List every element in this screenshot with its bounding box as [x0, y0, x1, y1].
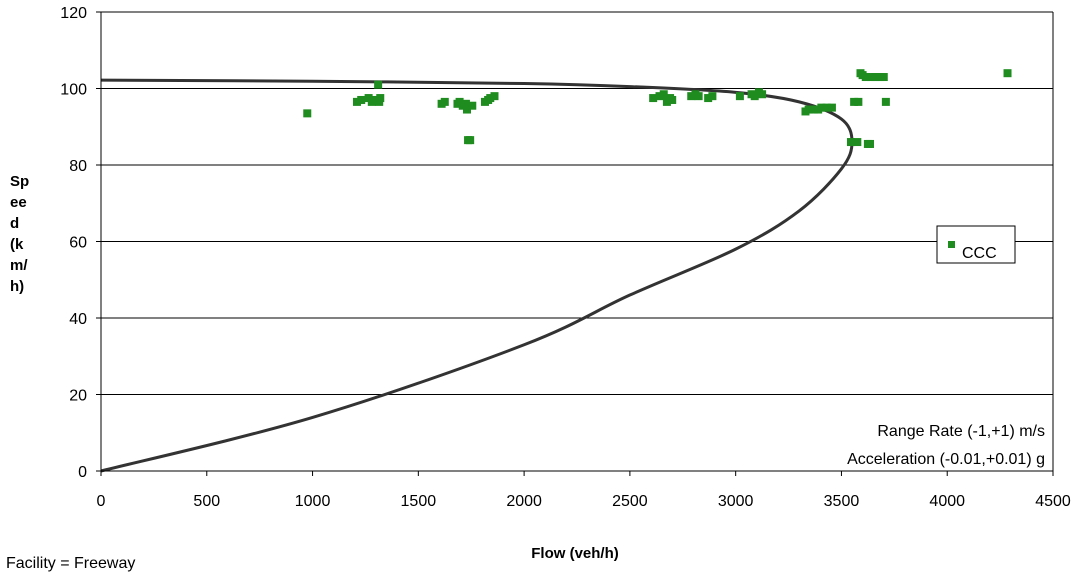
speed-flow-curve — [100, 78, 854, 473]
y-tick-label: 20 — [69, 388, 87, 405]
data-point — [846, 138, 855, 147]
data-point — [875, 73, 884, 82]
data-point — [871, 73, 880, 82]
data-point — [850, 97, 859, 106]
data-point — [461, 99, 470, 108]
x-tick-label: 3000 — [718, 493, 754, 510]
data-point — [879, 73, 888, 82]
data-point — [1003, 69, 1012, 78]
y-tick-label: 0 — [78, 464, 87, 481]
data-point — [867, 73, 876, 82]
data-point — [357, 95, 366, 104]
y-tick-label: 100 — [60, 82, 87, 99]
data-point — [440, 97, 449, 106]
y-tick-label: 60 — [69, 235, 87, 252]
legend-marker — [948, 241, 955, 248]
data-point — [659, 90, 668, 99]
data-point — [758, 90, 767, 99]
y-axis-title-line: h) — [10, 278, 24, 295]
data-point — [708, 92, 717, 101]
x-tick-label: 500 — [193, 493, 220, 510]
y-axis-title-line: m/ — [10, 257, 28, 274]
x-tick-label: 3500 — [824, 493, 860, 510]
data-point — [466, 136, 475, 145]
axes — [96, 11, 1054, 476]
x-tick-label: 1500 — [401, 493, 437, 510]
x-tick-label: 4000 — [929, 493, 965, 510]
data-point — [881, 97, 890, 106]
annotation-acceleration: Acceleration (-0.01,+0.01) g — [847, 451, 1045, 468]
data-point — [809, 105, 818, 114]
x-tick-label: 0 — [97, 493, 106, 510]
tick-labels: 0 20 40 60 80 100 120 0 500 1000 1500 2000 2500 3000 3… — [60, 5, 1071, 510]
y-tick-label: 120 — [60, 5, 87, 22]
y-axis-title-line: ee — [10, 194, 27, 211]
data-point — [367, 97, 376, 106]
data-point — [468, 101, 477, 110]
y-axis-title-line: d — [10, 215, 19, 232]
x-tick-label: 4500 — [1035, 493, 1071, 510]
data-point — [750, 92, 759, 101]
data-point — [854, 97, 863, 106]
data-point — [804, 105, 813, 114]
data-point — [376, 94, 385, 103]
fitted-curve-layer — [100, 78, 854, 473]
legend: CCC — [936, 225, 1016, 264]
data-point — [486, 94, 495, 103]
data-point — [352, 97, 361, 106]
data-point — [861, 73, 870, 82]
data-point — [704, 94, 713, 103]
data-point — [490, 92, 499, 101]
data-point — [462, 105, 471, 114]
y-axis-title-line: Sp — [10, 173, 29, 190]
y-tick-label: 40 — [69, 311, 87, 328]
data-point — [649, 94, 658, 103]
data-point — [853, 138, 862, 147]
data-point — [735, 92, 744, 101]
data-point — [303, 109, 312, 118]
annotation-range-rate: Range Rate (-1,+1) m/s — [877, 423, 1045, 440]
data-points-layer — [303, 69, 1012, 148]
x-tick-label: 2000 — [506, 493, 542, 510]
data-point — [822, 103, 831, 112]
y-axis-title-line: (k — [10, 236, 24, 253]
gridlines — [101, 11, 1053, 395]
data-point — [374, 80, 383, 89]
y-tick-label: 80 — [69, 158, 87, 175]
x-tick-label: 2500 — [612, 493, 648, 510]
facility-footnote: Facility = Freeway — [6, 555, 135, 572]
data-point — [668, 95, 677, 104]
data-point — [866, 139, 875, 148]
data-point — [655, 92, 664, 101]
legend-label: CCC — [962, 245, 997, 262]
data-point — [827, 103, 836, 112]
x-axis-title: Flow (veh/h) — [531, 545, 619, 562]
data-point — [817, 103, 826, 112]
data-point — [687, 92, 696, 101]
x-tick-label: 1000 — [295, 493, 331, 510]
y-axis-title: Sp ee d (k m/ h) — [10, 173, 29, 295]
data-point — [694, 92, 703, 101]
